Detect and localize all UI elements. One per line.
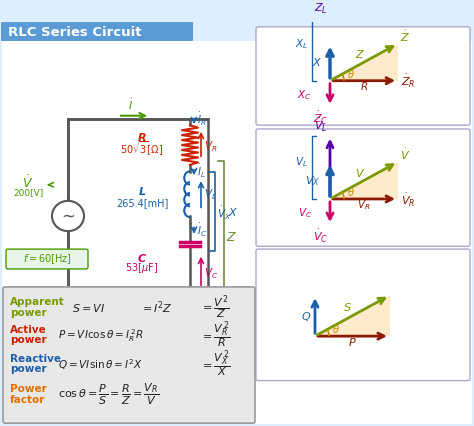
Text: 53[$\mu$F]: 53[$\mu$F] [126,260,158,274]
Text: $\dot{Z}_R$: $\dot{Z}_R$ [401,73,416,90]
Text: P: P [349,337,356,347]
Text: $= \dfrac{V_R^{\,2}}{R}$: $= \dfrac{V_R^{\,2}}{R}$ [200,319,230,350]
Text: power: power [10,334,46,344]
Text: $\dot{V}_R$: $\dot{V}_R$ [204,136,218,153]
Text: 265.4[mH]: 265.4[mH] [116,197,168,207]
Text: $= \dfrac{V^2}{Z}$: $= \dfrac{V^2}{Z}$ [200,293,229,321]
Text: Z: Z [226,231,235,244]
Text: Active: Active [10,324,47,334]
Text: $S = VI$: $S = VI$ [72,301,105,313]
Text: C: C [138,253,146,263]
Text: $= \dfrac{V_X^{\,2}}{X}$: $= \dfrac{V_X^{\,2}}{X}$ [200,348,230,379]
Text: $\dot{V}_L$: $\dot{V}_L$ [204,184,217,201]
Text: Power: Power [10,383,47,393]
Text: $\dot{I}_R$: $\dot{I}_R$ [197,111,207,128]
Text: $\theta$: $\theta$ [347,186,355,198]
Text: $\dot{I}$: $\dot{I}$ [128,96,133,112]
Text: factor: factor [10,394,46,403]
Text: $P = VI\cos\theta = I_R^{\,2}R$: $P = VI\cos\theta = I_R^{\,2}R$ [58,326,144,343]
Text: $V_L$: $V_L$ [295,155,308,169]
Text: L: L [138,187,146,197]
Text: power: power [10,307,46,317]
FancyBboxPatch shape [256,250,470,381]
Text: $f = 60\mathrm{[Hz]}$: $f = 60\mathrm{[Hz]}$ [23,252,72,266]
Text: X: X [228,208,236,218]
Text: Z: Z [355,50,363,60]
Text: $X_L$: $X_L$ [295,37,308,51]
Text: R: R [360,82,368,92]
Text: $\dot{V}_R$: $\dot{V}_R$ [401,191,415,208]
FancyBboxPatch shape [256,28,470,126]
FancyBboxPatch shape [256,130,470,247]
Circle shape [52,201,84,232]
FancyBboxPatch shape [6,250,88,269]
Text: $X_C$: $X_C$ [297,88,312,101]
Text: $50\sqrt{3}[\Omega]$: $50\sqrt{3}[\Omega]$ [120,139,164,158]
Polygon shape [330,162,398,199]
Bar [68,119,208,317]
Text: $\dot{V}_X$: $\dot{V}_X$ [217,204,231,221]
Text: $= I^2Z$: $= I^2Z$ [140,299,173,315]
Text: $\theta$: $\theta$ [332,322,340,334]
Text: $\dot{Z}$: $\dot{Z}$ [400,28,410,43]
Text: $\dot{V}_C$: $\dot{V}_C$ [204,264,218,281]
Text: $\dot{I}_L$: $\dot{I}_L$ [197,163,206,180]
Text: ~: ~ [61,207,75,225]
Text: power: power [10,363,46,374]
Text: 200[V]: 200[V] [13,187,43,196]
Text: $V_R$: $V_R$ [357,198,371,212]
FancyBboxPatch shape [2,42,472,424]
Text: $\dot{V}$: $\dot{V}$ [400,146,410,161]
Text: $\dot{V}_L$: $\dot{V}_L$ [314,117,328,134]
Text: Q: Q [301,311,310,321]
Text: Apparent: Apparent [10,296,65,306]
FancyBboxPatch shape [3,287,255,423]
Text: R: R [137,133,146,143]
FancyBboxPatch shape [1,23,193,42]
Text: $V_C$: $V_C$ [298,206,312,219]
Text: $\dot{Z}_L$: $\dot{Z}_L$ [314,0,328,16]
Text: $\dot{I}_C$: $\dot{I}_C$ [197,221,207,238]
Text: $Q = VI\sin\theta = I^2X$: $Q = VI\sin\theta = I^2X$ [58,356,143,371]
Text: $V_X$: $V_X$ [305,174,320,188]
Polygon shape [315,296,390,337]
Polygon shape [330,44,398,81]
Text: RLC Series Circuit: RLC Series Circuit [8,26,142,39]
Text: $\dot{V}_C$: $\dot{V}_C$ [313,227,328,245]
Text: Reactive: Reactive [10,353,61,363]
Text: X: X [312,58,320,68]
Text: $\dot{V}$: $\dot{V}$ [22,174,34,191]
Text: S: S [344,302,351,312]
Text: V: V [355,168,363,178]
Text: $\cos\theta = \dfrac{P}{S} = \dfrac{R}{Z} = \dfrac{V_R}{V}$: $\cos\theta = \dfrac{P}{S} = \dfrac{R}{Z… [58,381,159,406]
Text: $\dot{Z}_C$: $\dot{Z}_C$ [313,109,328,127]
Text: $\theta$: $\theta$ [347,68,355,80]
